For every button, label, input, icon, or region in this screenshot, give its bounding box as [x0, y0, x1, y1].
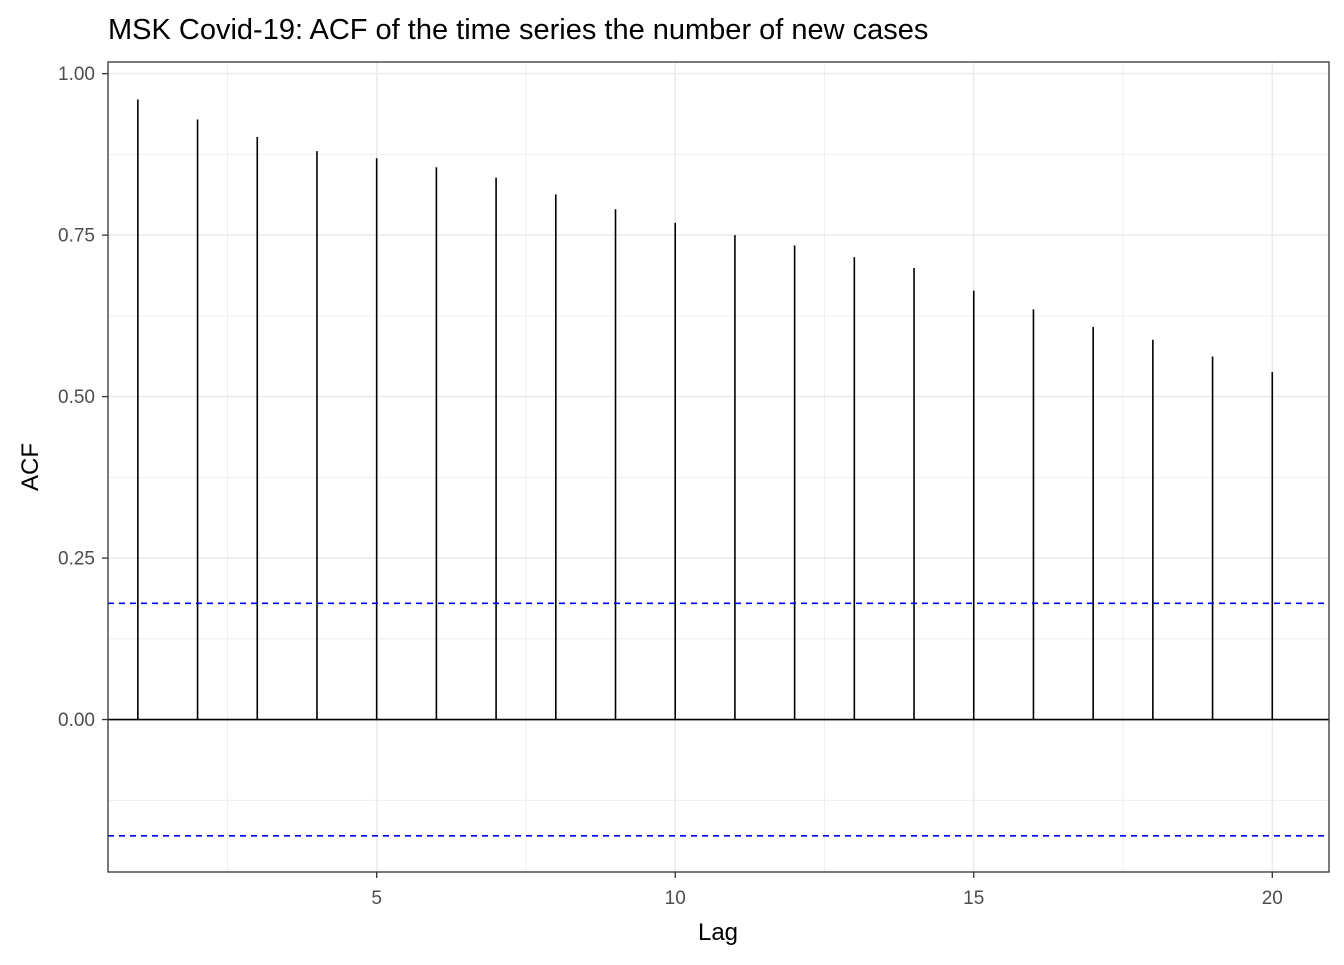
x-tick-label-2: 15 [963, 888, 984, 909]
x-tick-label-3: 20 [1262, 888, 1283, 909]
chart-title: MSK Covid-19: ACF of the time series the… [108, 14, 928, 46]
y-tick-label-4: 1.00 [58, 64, 95, 85]
axis-layer: 0.00 0.25 0.50 0.75 1.00 5 10 15 20 [58, 61, 1330, 909]
x-tick-label-0: 5 [371, 888, 382, 909]
y-tick-label-0: 0.00 [58, 710, 95, 731]
y-tick-label-3: 0.75 [58, 226, 95, 247]
y-axis-title: ACF [17, 443, 44, 491]
grid-layer [108, 62, 1329, 872]
panel-border [107, 61, 1330, 873]
y-tick-label-2: 0.50 [58, 387, 95, 408]
x-tick-label-1: 10 [665, 888, 686, 909]
panel-background [108, 62, 1329, 872]
y-tick-label-1: 0.25 [58, 549, 95, 570]
x-axis-title: Lag [698, 919, 738, 946]
data-layer [108, 99, 1329, 837]
